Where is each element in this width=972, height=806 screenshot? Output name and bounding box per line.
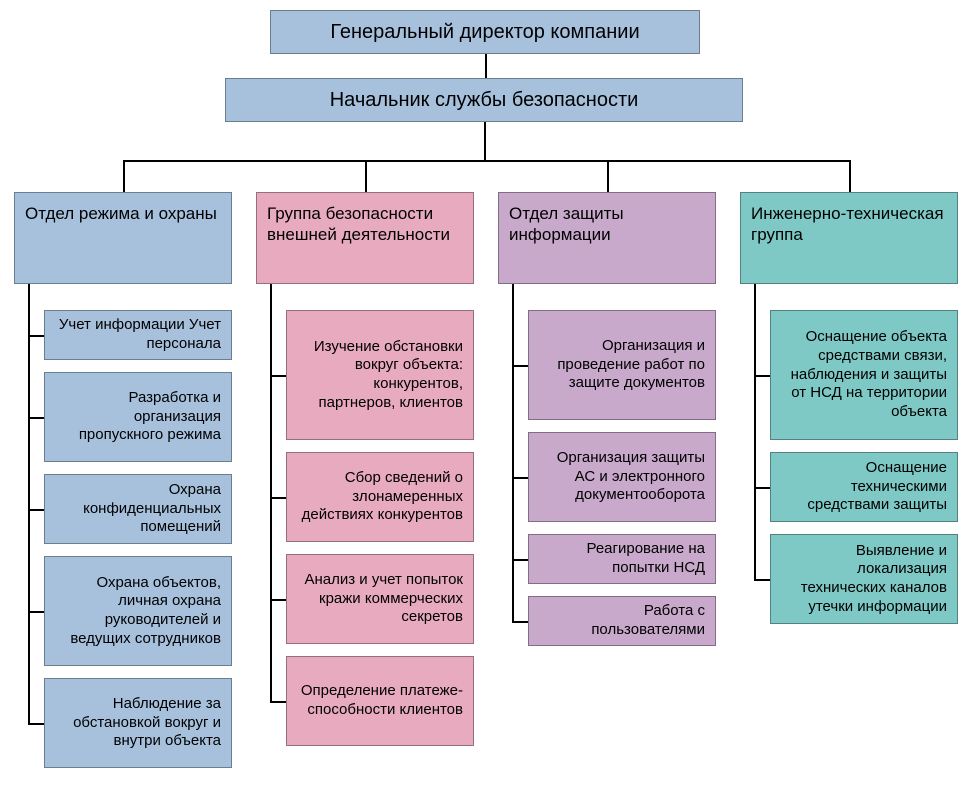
connector bbox=[849, 160, 851, 192]
connector bbox=[270, 497, 286, 499]
connector bbox=[754, 375, 770, 377]
item-d2-0: Изучение обстановки вокруг объекта: конк… bbox=[286, 310, 474, 440]
item-d4-2: Выявление и локализация технических кана… bbox=[770, 534, 958, 624]
connector bbox=[270, 599, 286, 601]
dept-d4: Инженерно-техническая группа bbox=[740, 192, 958, 284]
connector bbox=[28, 284, 30, 723]
connector bbox=[123, 160, 849, 162]
connector bbox=[28, 335, 44, 337]
connector bbox=[754, 284, 756, 579]
item-d1-0: Учет информации Учет персонала bbox=[44, 310, 232, 360]
connector bbox=[270, 375, 286, 377]
item-d1-4: Наблюдение за обстановкой вокруг и внутр… bbox=[44, 678, 232, 768]
connector bbox=[607, 160, 609, 192]
connector bbox=[512, 284, 514, 621]
dept-d2: Группа безопасности внешней деятельности bbox=[256, 192, 474, 284]
dept-d1: Отдел режима и охраны bbox=[14, 192, 232, 284]
box-chief: Начальник службы безопасности bbox=[225, 78, 743, 122]
item-d3-0: Организация и проведение работ по защите… bbox=[528, 310, 716, 420]
item-d1-1: Разработка и организация пропускного реж… bbox=[44, 372, 232, 462]
item-d2-2: Анализ и учет попыток кражи коммерческих… bbox=[286, 554, 474, 644]
connector bbox=[485, 54, 487, 78]
connector bbox=[28, 723, 44, 725]
connector bbox=[123, 160, 125, 192]
connector bbox=[512, 559, 528, 561]
item-d2-3: Определение платеже-способности клиентов bbox=[286, 656, 474, 746]
connector bbox=[512, 621, 528, 623]
connector bbox=[754, 487, 770, 489]
item-d2-1: Сбор сведений о злонамеренных действиях … bbox=[286, 452, 474, 542]
item-d4-1: Оснащение техническими средствами защиты bbox=[770, 452, 958, 522]
connector bbox=[365, 160, 367, 192]
dept-d3: Отдел защиты информации bbox=[498, 192, 716, 284]
item-d3-3: Работа с пользователями bbox=[528, 596, 716, 646]
item-d3-1: Организация защиты АС и электронного док… bbox=[528, 432, 716, 522]
item-d4-0: Оснащение объекта средствами связи, набл… bbox=[770, 310, 958, 440]
connector bbox=[28, 509, 44, 511]
connector bbox=[270, 701, 286, 703]
connector bbox=[754, 579, 770, 581]
connector bbox=[484, 122, 486, 160]
connector bbox=[512, 477, 528, 479]
connector bbox=[28, 611, 44, 613]
item-d1-3: Охрана объектов, личная охрана руководит… bbox=[44, 556, 232, 666]
item-d3-2: Реагирование на попытки НСД bbox=[528, 534, 716, 584]
connector bbox=[28, 417, 44, 419]
box-director: Генеральный директор компании bbox=[270, 10, 700, 54]
connector bbox=[270, 284, 272, 701]
item-d1-2: Охрана конфиденциальных помещений bbox=[44, 474, 232, 544]
connector bbox=[512, 365, 528, 367]
